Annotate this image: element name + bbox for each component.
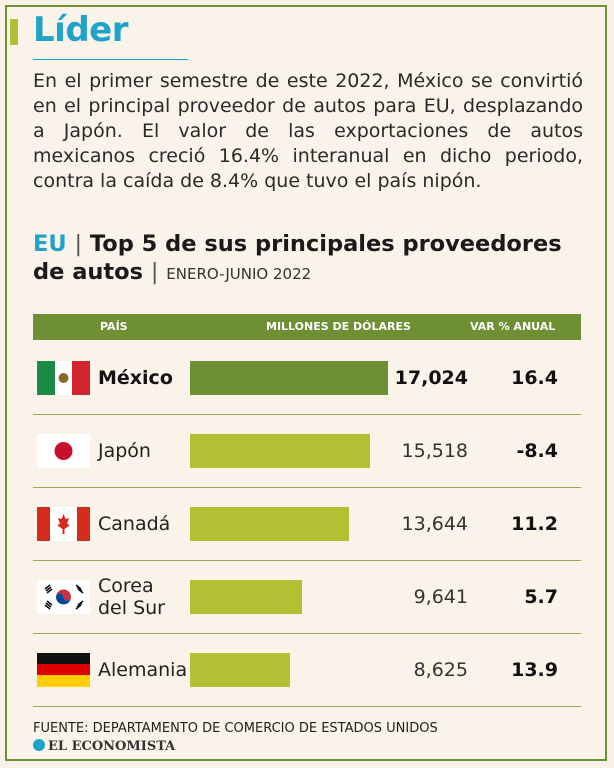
value-label: 9,641: [413, 586, 468, 608]
title-underline: [33, 59, 188, 60]
category-label-line: del Sur: [98, 597, 165, 619]
table-header: PAÍS MILLONES DE DÓLARES VAR % ANUAL: [33, 314, 581, 340]
category-label-line: México: [98, 367, 173, 389]
japan-flag-icon: [37, 434, 90, 468]
brand-name: EL ECONOMISTA: [48, 739, 176, 754]
bar: [190, 580, 302, 614]
value-label: 8,625: [413, 659, 468, 681]
intro-paragraph: En el primer semestre de este 2022, Méxi…: [33, 70, 583, 192]
row-divider: [33, 633, 581, 634]
category-label: Alemania: [98, 659, 187, 681]
bar: [190, 653, 290, 687]
chart-row: México 17,024 16.4: [33, 342, 581, 415]
row-divider: [33, 414, 581, 415]
chart-title-separator-2: |: [150, 259, 159, 285]
title-accent-bar: [10, 19, 18, 45]
south-korea-flag-icon: [37, 580, 90, 614]
chart-title-prefix: EU: [33, 231, 67, 257]
var-label: -8.4: [516, 440, 558, 462]
value-label: 15,518: [401, 440, 468, 462]
var-label: 13.9: [511, 659, 558, 681]
brand-logo: EL ECONOMISTA: [33, 739, 175, 754]
chart-row: Japón 15,518 -8.4: [33, 415, 581, 488]
chart-row: Alemania 8,625 13.9: [33, 634, 581, 707]
chart-title-main: Top 5 de sus principales proveedores de …: [33, 231, 562, 285]
chart-title: EU | Top 5 de sus principales proveedore…: [33, 230, 593, 288]
row-divider: [33, 706, 581, 707]
chart-title-separator: |: [74, 231, 83, 257]
var-label: 11.2: [511, 513, 558, 535]
bar: [190, 507, 349, 541]
brand-mark-icon: [33, 739, 45, 751]
chart-subtitle: ENERO-JUNIO 2022: [166, 265, 312, 283]
category-label: Japón: [98, 440, 151, 462]
category-label: México: [98, 367, 173, 389]
chart-row: Corea del Sur 9,641 5.7: [33, 561, 581, 634]
category-label-line: Japón: [98, 440, 151, 462]
source-note: FUENTE: DEPARTAMENTO DE COMERCIO DE ESTA…: [33, 721, 438, 736]
column-header-value: MILLONES DE DÓLARES: [266, 320, 411, 333]
mexico-flag-icon: [37, 361, 90, 395]
var-label: 16.4: [511, 367, 558, 389]
value-label: 17,024: [394, 367, 468, 389]
category-label-line: Canadá: [98, 513, 171, 535]
row-divider: [33, 487, 581, 488]
column-header-var: VAR % ANUAL: [470, 320, 556, 333]
category-label: Corea del Sur: [98, 575, 165, 619]
category-label: Canadá: [98, 513, 170, 535]
category-label-line: Corea: [98, 575, 154, 597]
canada-flag-icon: [37, 507, 90, 541]
bar: [190, 361, 388, 395]
page-title: Líder: [33, 10, 128, 50]
column-header-country: PAÍS: [100, 320, 128, 333]
value-label: 13,644: [401, 513, 468, 535]
chart-row: Canadá 13,644 11.2: [33, 488, 581, 561]
germany-flag-icon: [37, 653, 90, 687]
var-label: 5.7: [524, 586, 558, 608]
category-label-line: Alemania: [98, 659, 188, 681]
bar: [190, 434, 370, 468]
row-divider: [33, 560, 581, 561]
